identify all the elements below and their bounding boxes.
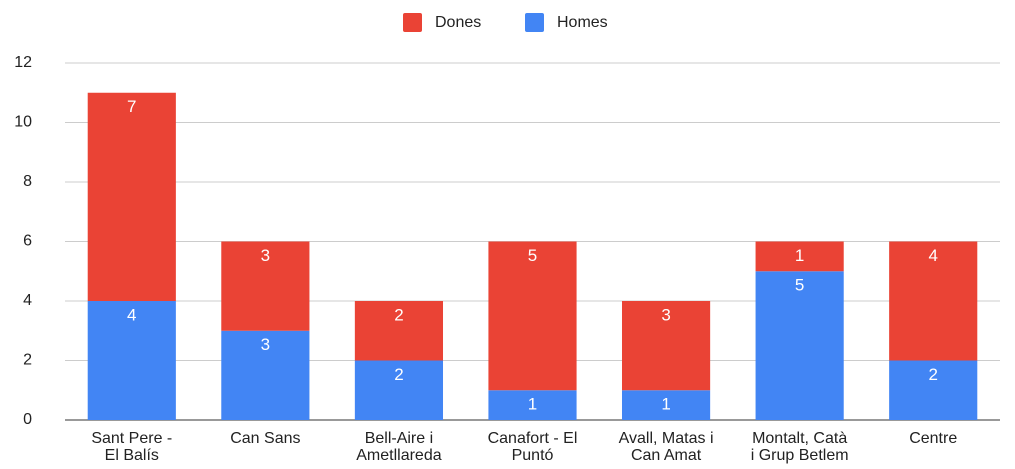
bar-segment <box>889 241 978 361</box>
x-tick-label: Canafort - El Puntó <box>488 430 578 464</box>
value-label: 2 <box>394 365 403 384</box>
value-label: 2 <box>928 365 937 384</box>
value-label: 4 <box>127 305 136 324</box>
value-label: 1 <box>795 246 804 265</box>
value-label: 3 <box>661 305 670 324</box>
x-tick-label: Montalt, Catà i Grup Betlem <box>751 430 849 464</box>
value-label: 3 <box>261 246 270 265</box>
legend-label: Homes <box>557 14 608 31</box>
bar-segment <box>354 360 444 420</box>
bar-segment <box>621 390 711 420</box>
y-tick-label: 12 <box>14 54 32 71</box>
value-label: 7 <box>127 97 136 116</box>
legend-label: Dones <box>435 14 481 31</box>
bar-segment <box>354 301 444 361</box>
bar-segment <box>221 241 310 331</box>
x-tick-label: Sant Pere -El Balís <box>91 430 172 464</box>
x-tick-label: Can Sans <box>230 430 300 447</box>
y-tick-label: 8 <box>23 173 32 190</box>
value-label: 5 <box>795 276 804 295</box>
bar-segment <box>87 92 176 301</box>
y-tick-label: 4 <box>23 292 32 309</box>
x-tick-label: Avall, Matas i Can Amat <box>619 430 714 464</box>
y-tick-label: 6 <box>23 233 32 250</box>
y-tick-label: 0 <box>23 411 32 428</box>
legend-swatch <box>403 13 422 32</box>
value-label: 4 <box>928 246 937 265</box>
value-label: 2 <box>394 305 403 324</box>
x-tick-label: Centre <box>909 430 957 447</box>
bar-segment <box>488 241 577 391</box>
bar-segment <box>488 390 577 420</box>
x-tick-label: Bell-Aire i Ametllareda <box>356 430 441 464</box>
value-label: 1 <box>528 395 537 414</box>
bar-segment <box>221 330 310 420</box>
bar-segment <box>87 301 176 420</box>
bar-segment <box>889 360 978 420</box>
bar-segment <box>755 241 844 272</box>
value-label: 5 <box>528 246 537 265</box>
legend-swatch <box>525 13 544 32</box>
y-tick-label: 10 <box>14 114 32 131</box>
value-label: 1 <box>661 395 670 414</box>
y-tick-label: 2 <box>23 352 32 369</box>
value-label: 3 <box>261 335 270 354</box>
bar-segment <box>621 301 711 391</box>
bar-segment <box>755 271 844 420</box>
